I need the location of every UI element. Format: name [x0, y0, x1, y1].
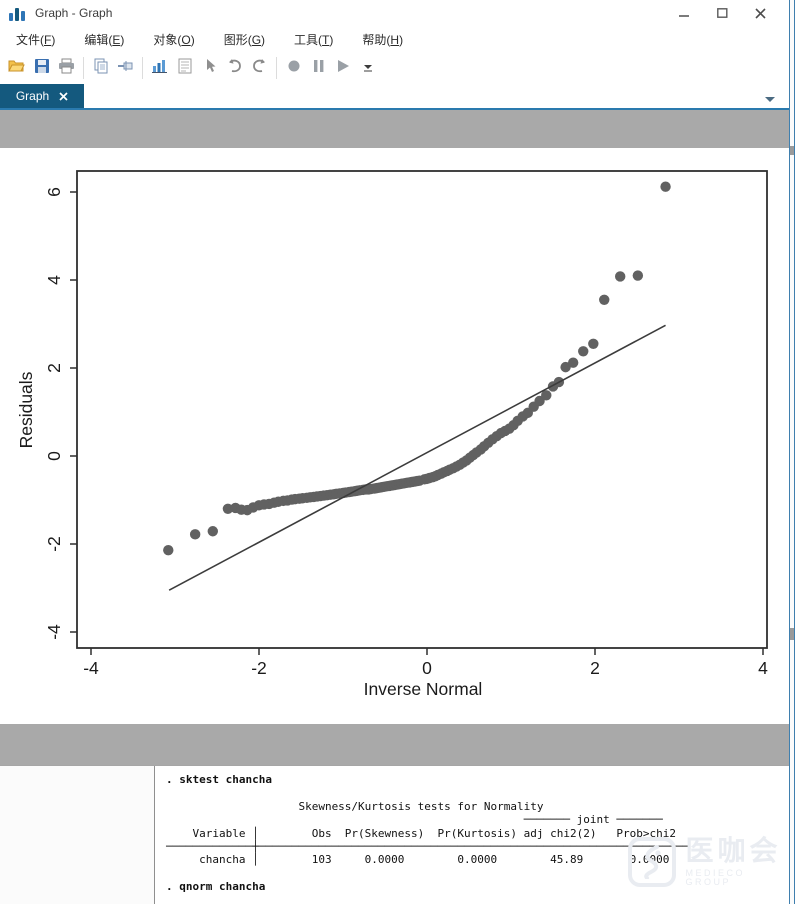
menu-item-e[interactable]: 编辑(E): [84, 32, 125, 47]
more-button[interactable]: [356, 55, 381, 81]
rename-button[interactable]: [113, 55, 138, 81]
close-button[interactable]: [749, 3, 771, 23]
stata-command-line: . qnorm chancha: [166, 880, 266, 894]
scroll-thumb[interactable]: [790, 146, 794, 155]
svg-text:0: 0: [422, 658, 432, 678]
svg-text:-4: -4: [83, 658, 99, 678]
play-icon: [337, 59, 350, 78]
svg-text:4: 4: [44, 275, 64, 285]
redo-button[interactable]: [247, 55, 272, 81]
menu-item-o[interactable]: 对象(O): [153, 32, 195, 47]
menu-item-h[interactable]: 帮助(H): [362, 32, 404, 47]
undo-icon: [226, 58, 243, 79]
redo-icon: [251, 58, 268, 79]
tab-list-dropdown-icon[interactable]: [765, 90, 775, 108]
new-graph-icon: [151, 58, 168, 79]
tab-close-icon[interactable]: [59, 91, 68, 101]
undo-button[interactable]: [222, 55, 247, 81]
print-button[interactable]: [54, 55, 79, 81]
pause-button[interactable]: [306, 55, 331, 81]
svg-text:0: 0: [44, 451, 64, 461]
copy-button[interactable]: [88, 55, 113, 81]
pointer-icon: [203, 58, 217, 79]
print-icon: [58, 58, 75, 79]
stata-output-line: Skewness/Kurtosis tests for Normality: [166, 799, 544, 813]
open-button[interactable]: [4, 55, 29, 81]
left-pane: [0, 766, 154, 904]
right-scroll-strip[interactable]: [789, 0, 795, 904]
titlebar: Graph - Graph: [0, 0, 789, 26]
menu-item-t[interactable]: 工具(T): [294, 32, 334, 47]
menubar: 文件(F) 编辑(E) 对象(O) 图形(G) 工具(T) 帮助(H): [0, 26, 789, 52]
log-icon: [178, 58, 192, 79]
tab-graph-label: Graph: [15, 89, 50, 103]
svg-text:4: 4: [758, 658, 768, 678]
results-area: . sktest chancha Skewness/Kurtosis tests…: [0, 765, 789, 904]
stata-output-line: chancha │ 103 0.0000 0.0000 45.89 0.0000: [166, 853, 670, 867]
window-title: Graph - Graph: [35, 6, 113, 20]
svg-text:2: 2: [44, 363, 64, 373]
maximize-button[interactable]: [711, 3, 733, 23]
play-button[interactable]: [331, 55, 356, 81]
toolbar-separator: [142, 57, 143, 79]
toolbar-separator: [83, 57, 84, 79]
menu-item-g[interactable]: 图形(G): [223, 32, 266, 47]
minimize-button[interactable]: [673, 3, 695, 23]
more-icon: [364, 59, 373, 77]
toolbar-separator: [276, 57, 277, 79]
svg-text:6: 6: [44, 187, 64, 197]
stata-output-line: [166, 867, 786, 880]
tab-graph[interactable]: Graph: [0, 84, 84, 108]
scroll-thumb[interactable]: [790, 628, 794, 640]
save-button[interactable]: [29, 55, 54, 81]
stata-output-line: Variable │ Obs Pr(Skewness) Pr(Kurtosis)…: [166, 826, 676, 840]
log-button[interactable]: [172, 55, 197, 81]
svg-text:-4: -4: [44, 624, 64, 640]
stata-output-line: [166, 786, 786, 799]
tabbar: Graph: [0, 84, 789, 108]
svg-text:2: 2: [590, 658, 600, 678]
rename-icon: [117, 58, 134, 79]
stata-command-line: . sktest chancha: [166, 773, 272, 786]
svg-text:-2: -2: [44, 536, 64, 552]
svg-text:-2: -2: [251, 658, 267, 678]
pane-divider: [154, 766, 155, 904]
graph-canvas: -4 -2 0 2 4 6 4 2 0 -2 -4 Inverse Normal Residuals: [0, 148, 795, 724]
open-icon: [8, 58, 25, 79]
new-graph-button[interactable]: [147, 55, 172, 81]
pause-icon: [313, 59, 325, 78]
copy-icon: [93, 58, 109, 79]
stata-output-line: ─────── joint ───────: [166, 813, 663, 827]
toolbar: [0, 52, 789, 84]
qnorm-plot: -4 -2 0 2 4 6 4 2 0 -2 -4 Inverse Normal Residuals: [16, 170, 768, 699]
record-icon: [287, 59, 301, 78]
svg-text:Residuals: Residuals: [16, 371, 36, 448]
menu-item-f[interactable]: 文件(F): [16, 32, 56, 47]
pointer-button[interactable]: [197, 55, 222, 81]
app-icon: [9, 5, 27, 21]
tabbar-accent-line: [0, 108, 795, 110]
stata-output-line: ─────────────┼──────────────────────────…: [166, 840, 690, 854]
svg-text:Inverse Normal: Inverse Normal: [364, 679, 483, 699]
graph-margin-top: [0, 110, 789, 148]
record-button[interactable]: [281, 55, 306, 81]
stata-results-output: . sktest chancha Skewness/Kurtosis tests…: [166, 773, 786, 894]
graph-margin-bottom: [0, 724, 789, 765]
save-icon: [34, 58, 50, 79]
